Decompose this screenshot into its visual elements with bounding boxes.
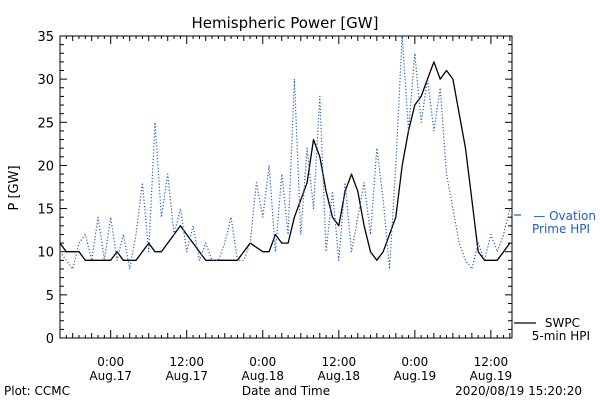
x-tick-label-4: 0:00 [401, 355, 428, 369]
x-tick-date-1: Aug.17 [165, 369, 208, 383]
y-tick-label-4: 20 [37, 159, 54, 174]
footer-timestamp: 2020/08/19 15:20:20 [455, 384, 582, 398]
series-layer [59, 35, 511, 270]
y-tick-label-6: 30 [37, 73, 54, 88]
legend-swpc-line-1: SWPC [545, 316, 580, 330]
x-tick-label-5: 12:00 [474, 355, 509, 369]
legend-swpc: SWPC 5-min HPI [514, 316, 590, 343]
legend-ovation-line-2: Prime HPI [532, 222, 590, 236]
y-tick-label-3: 15 [37, 203, 54, 218]
series-line-ovation [59, 35, 511, 270]
y-tick-label-0: 0 [46, 332, 54, 347]
legend-swpc-line-2: 5-min HPI [532, 329, 590, 343]
legend-ovation-line-1: — Ovation [533, 209, 596, 223]
x-tick-label-3: 12:00 [322, 355, 357, 369]
x-axis-label: Date and Time [242, 384, 330, 398]
plot-frame [59, 35, 513, 339]
y-axis: 0 5 10 15 20 25 30 35 [37, 30, 512, 347]
x-tick-date-3: Aug.18 [318, 369, 361, 383]
legend-ovation: — Ovation Prime HPI [514, 209, 596, 236]
y-tick-label-2: 10 [37, 246, 54, 261]
y-tick-label-7: 35 [37, 30, 54, 45]
x-tick-date-0: Aug.17 [89, 369, 132, 383]
x-tick-label-1: 12:00 [169, 355, 204, 369]
y-tick-label-1: 5 [46, 289, 54, 304]
x-tick-label-2: 0:00 [249, 355, 276, 369]
x-tick-label-0: 0:00 [97, 355, 124, 369]
y-axis-label: P [GW] [7, 165, 22, 210]
footer-plot-credit: Plot: CCMC [4, 384, 70, 398]
series-line-swpc [59, 61, 511, 261]
x-tick-date-5: Aug.19 [470, 369, 513, 383]
chart-title: Hemispheric Power [GW] [192, 14, 379, 32]
x-axis: 0:00Aug.1712:00Aug.170:00Aug.1812:00Aug.… [59, 36, 513, 383]
y-tick-label-5: 25 [37, 116, 54, 131]
x-tick-date-4: Aug.19 [394, 369, 437, 383]
x-tick-date-2: Aug.18 [242, 369, 285, 383]
